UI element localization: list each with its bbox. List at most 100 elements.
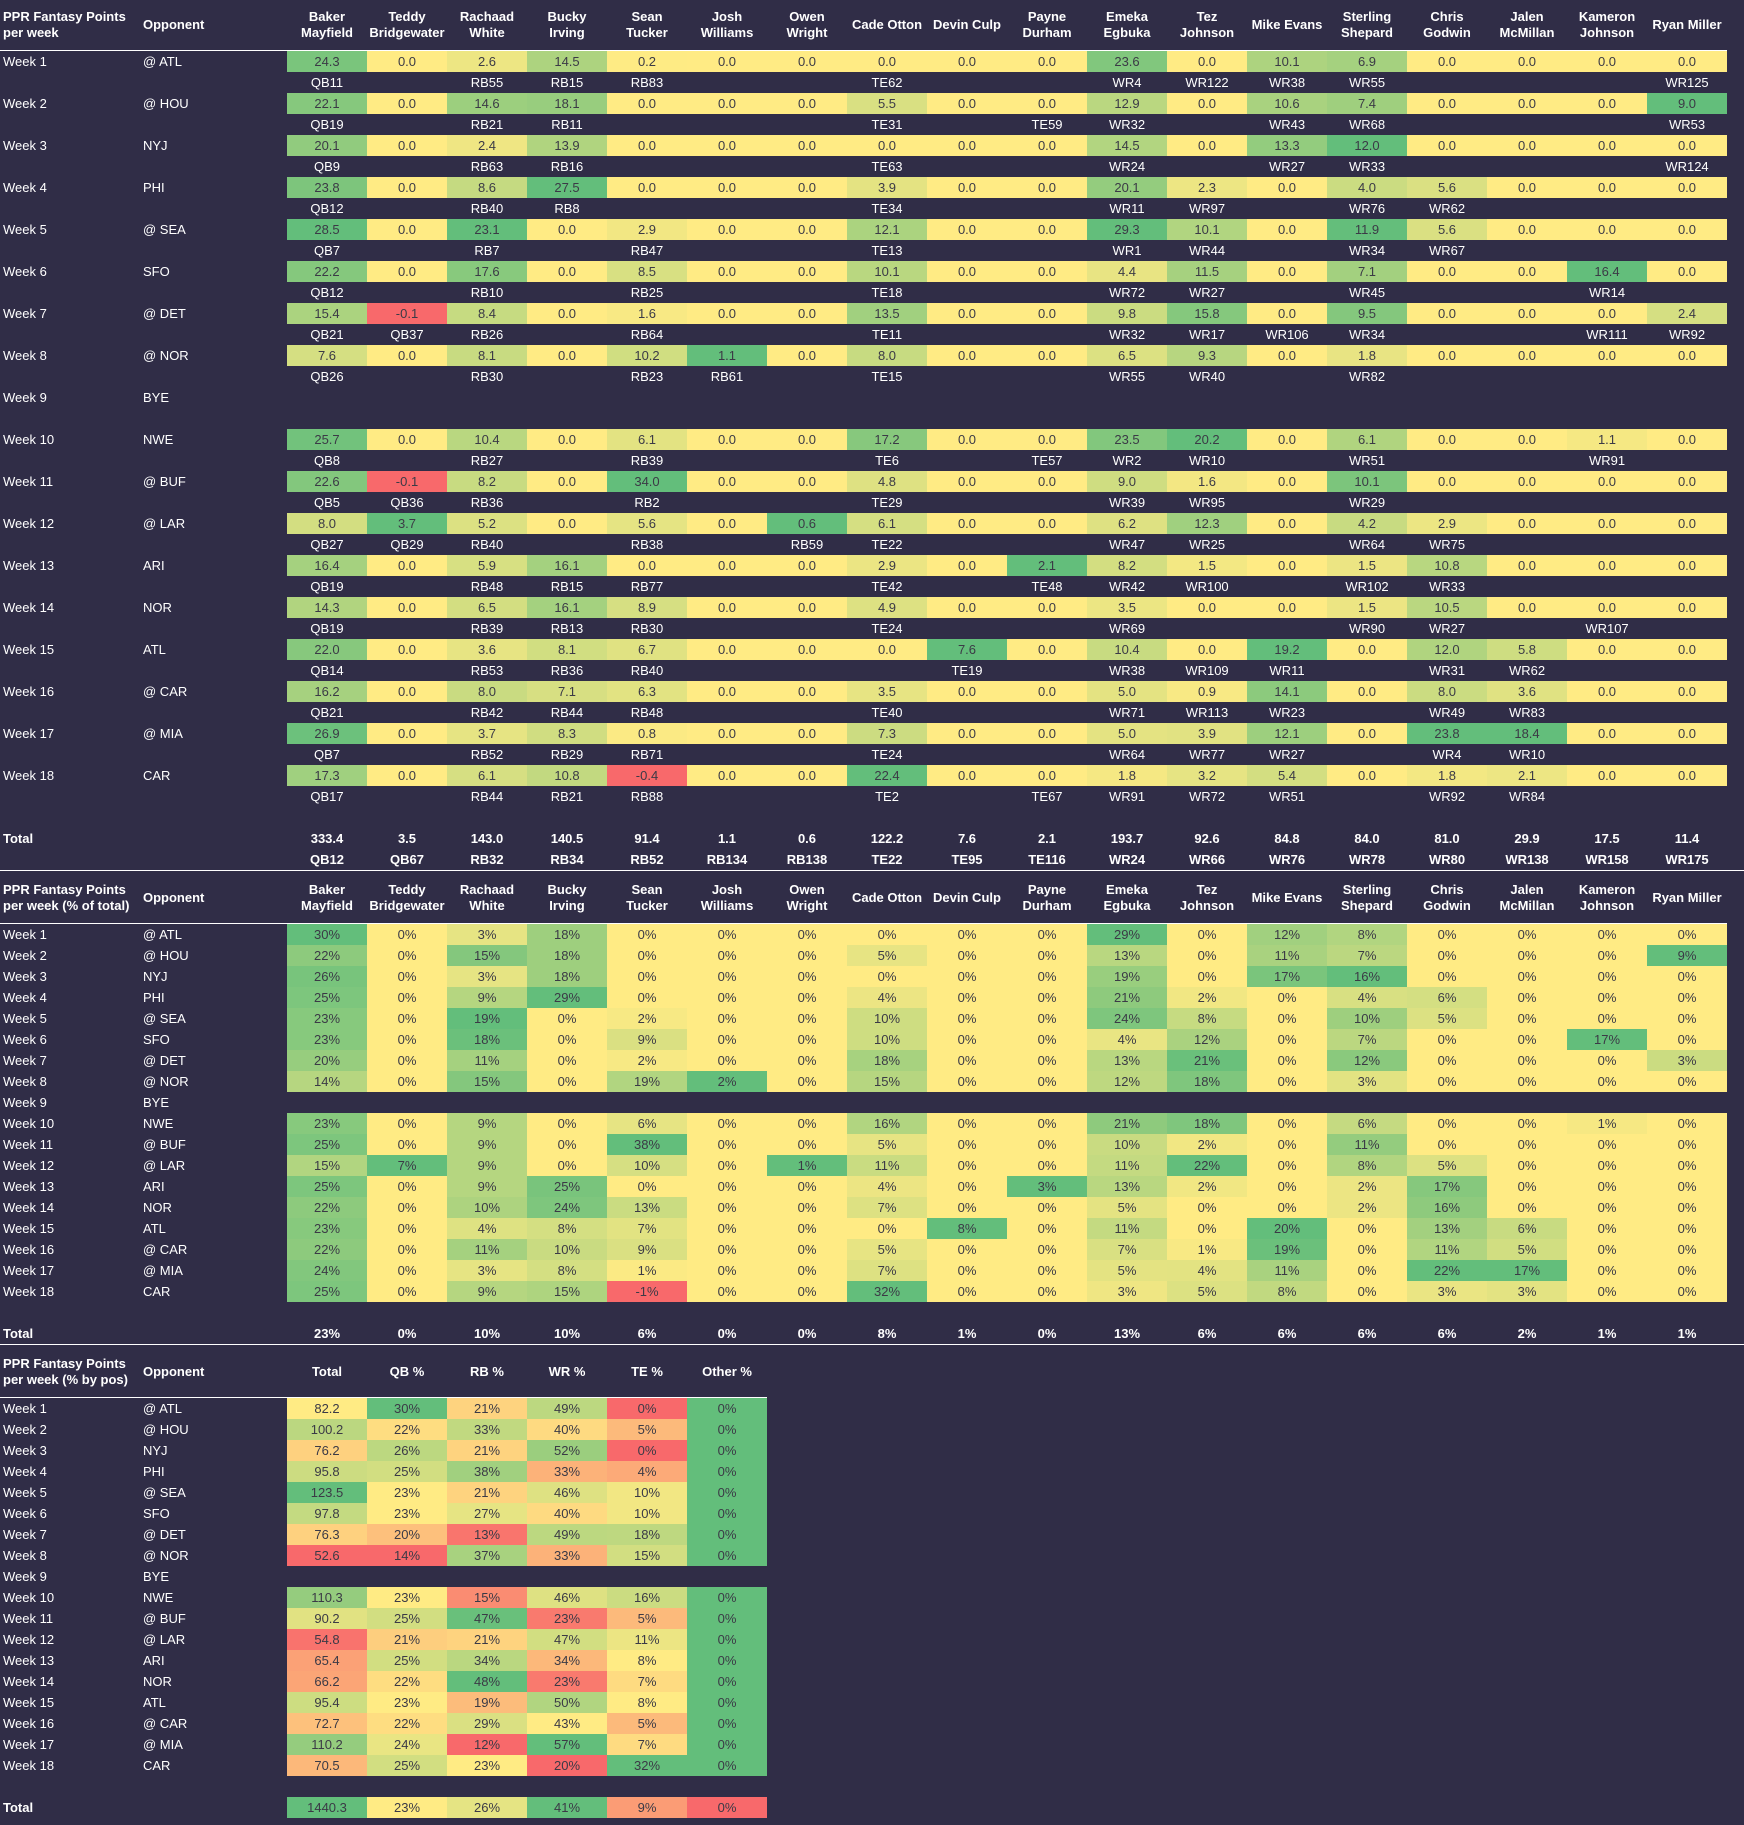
spacer	[607, 807, 687, 828]
rank-cell: WR31	[1428, 663, 1466, 678]
percent-cell: 5%	[1167, 1281, 1247, 1302]
rank-cell	[687, 576, 767, 597]
rank-cell: WR67	[1428, 243, 1466, 258]
rank-cell: WR32	[1108, 327, 1146, 342]
position-cell: 25%	[367, 1608, 447, 1629]
percent-cell: 0%	[927, 1050, 1007, 1071]
percent-cell: 0%	[687, 924, 767, 945]
total-cell: 1%	[957, 1326, 977, 1341]
opponent-label: @ NOR	[143, 1074, 189, 1089]
points-cell: 0.0	[1647, 219, 1727, 240]
spacer	[927, 1302, 1007, 1323]
points-cell: 9.3	[1167, 345, 1247, 366]
percent-cell: 0%	[687, 1197, 767, 1218]
points-cell: 7.1	[1327, 261, 1407, 282]
points-cell: 0.0	[1407, 51, 1487, 72]
points-cell	[1327, 387, 1407, 408]
week-label: Week 4	[3, 180, 47, 195]
percent-cell	[527, 1092, 607, 1113]
column-header: Total	[311, 1364, 343, 1379]
percent-cell: 0%	[1167, 1218, 1247, 1239]
rank-cell	[367, 114, 447, 135]
points-cell: 10.6	[1247, 93, 1327, 114]
header-rule	[1007, 923, 1087, 924]
position-cell: 8%	[607, 1650, 687, 1671]
percent-cell: 14%	[287, 1071, 367, 1092]
total-cell: 1440.3	[287, 1797, 367, 1818]
percent-cell: 2%	[1327, 1197, 1407, 1218]
percent-cell: 0%	[1327, 1239, 1407, 1260]
opponent-label: ATL	[143, 642, 166, 657]
points-cell: 0.0	[687, 513, 767, 534]
percent-cell: 10%	[847, 1008, 927, 1029]
total-cell: 0%	[397, 1326, 417, 1341]
points-cell: 0.0	[687, 51, 767, 72]
rank-cell	[927, 282, 1007, 303]
week-label: Week 18	[3, 1758, 55, 1773]
rank-cell	[687, 702, 767, 723]
points-cell: 0.0	[1567, 765, 1647, 786]
points-cell: 0.0	[1247, 177, 1327, 198]
opponent-label: @ ATL	[143, 927, 182, 942]
points-cell: 0.0	[1647, 681, 1727, 702]
percent-cell: 0%	[1407, 1050, 1487, 1071]
points-cell: 16.2	[287, 681, 367, 702]
points-cell: 23.1	[447, 219, 527, 240]
points-cell: 0.0	[927, 513, 1007, 534]
percent-cell: 8%	[1327, 924, 1407, 945]
percent-cell: 1%	[1567, 1113, 1647, 1134]
spacer	[287, 807, 367, 828]
opponent-label: SFO	[143, 1032, 170, 1047]
opponent-label: PHI	[143, 990, 165, 1005]
percent-cell: 3%	[447, 1260, 527, 1281]
percent-cell: 0%	[927, 1029, 1007, 1050]
percent-cell: 16%	[847, 1113, 927, 1134]
points-cell: 0.0	[1407, 429, 1487, 450]
header-rule	[1567, 50, 1647, 51]
rank-cell	[1647, 408, 1727, 429]
rank-cell: WR33	[1348, 159, 1386, 174]
rank-cell	[527, 534, 607, 555]
points-cell: 7.4	[1327, 93, 1407, 114]
points-cell: 0.0	[1007, 765, 1087, 786]
rank-cell	[1487, 492, 1567, 513]
percent-cell: 0%	[687, 1008, 767, 1029]
column-header: Payne Durham	[1022, 9, 1072, 40]
percent-cell: 18%	[527, 966, 607, 987]
points-cell: 0.0	[367, 765, 447, 786]
position-cell: 33%	[447, 1419, 527, 1440]
position-cell: 10%	[607, 1482, 687, 1503]
percent-cell: 5%	[1407, 1155, 1487, 1176]
percent-cell: 0%	[527, 1071, 607, 1092]
points-cell: 22.0	[287, 639, 367, 660]
rank-cell	[1567, 240, 1647, 261]
points-cell: 0.0	[1007, 135, 1087, 156]
percent-cell: 1%	[1167, 1239, 1247, 1260]
points-cell: 3.2	[1167, 765, 1247, 786]
column-header: Kameron Johnson	[1578, 9, 1636, 40]
rank-cell: QB7	[313, 747, 340, 762]
position-cell	[527, 1566, 607, 1587]
percent-cell: 10%	[1327, 1008, 1407, 1029]
percent-cell: 0%	[1167, 945, 1247, 966]
points-cell: 0.0	[367, 345, 447, 366]
spacer	[1007, 807, 1087, 828]
rank-cell: TE11	[871, 327, 903, 342]
percent-cell: 0%	[1487, 1008, 1567, 1029]
spacer	[527, 1302, 607, 1323]
points-cell: 9.0	[1647, 93, 1727, 114]
rank-cell	[1647, 534, 1727, 555]
total-rank-cell: WR66	[1188, 852, 1226, 867]
rank-cell	[447, 408, 527, 429]
percent-cell: 13%	[1087, 1176, 1167, 1197]
rank-cell: WR27	[1188, 285, 1226, 300]
rank-cell	[1327, 660, 1407, 681]
points-cell: 0.0	[1167, 51, 1247, 72]
points-cell: 6.1	[447, 765, 527, 786]
header-rule	[1167, 923, 1247, 924]
position-cell: 22%	[367, 1713, 447, 1734]
header-rule	[1647, 50, 1727, 51]
points-cell: 0.0	[1647, 177, 1727, 198]
rank-cell	[1567, 534, 1647, 555]
points-cell: 8.0	[287, 513, 367, 534]
